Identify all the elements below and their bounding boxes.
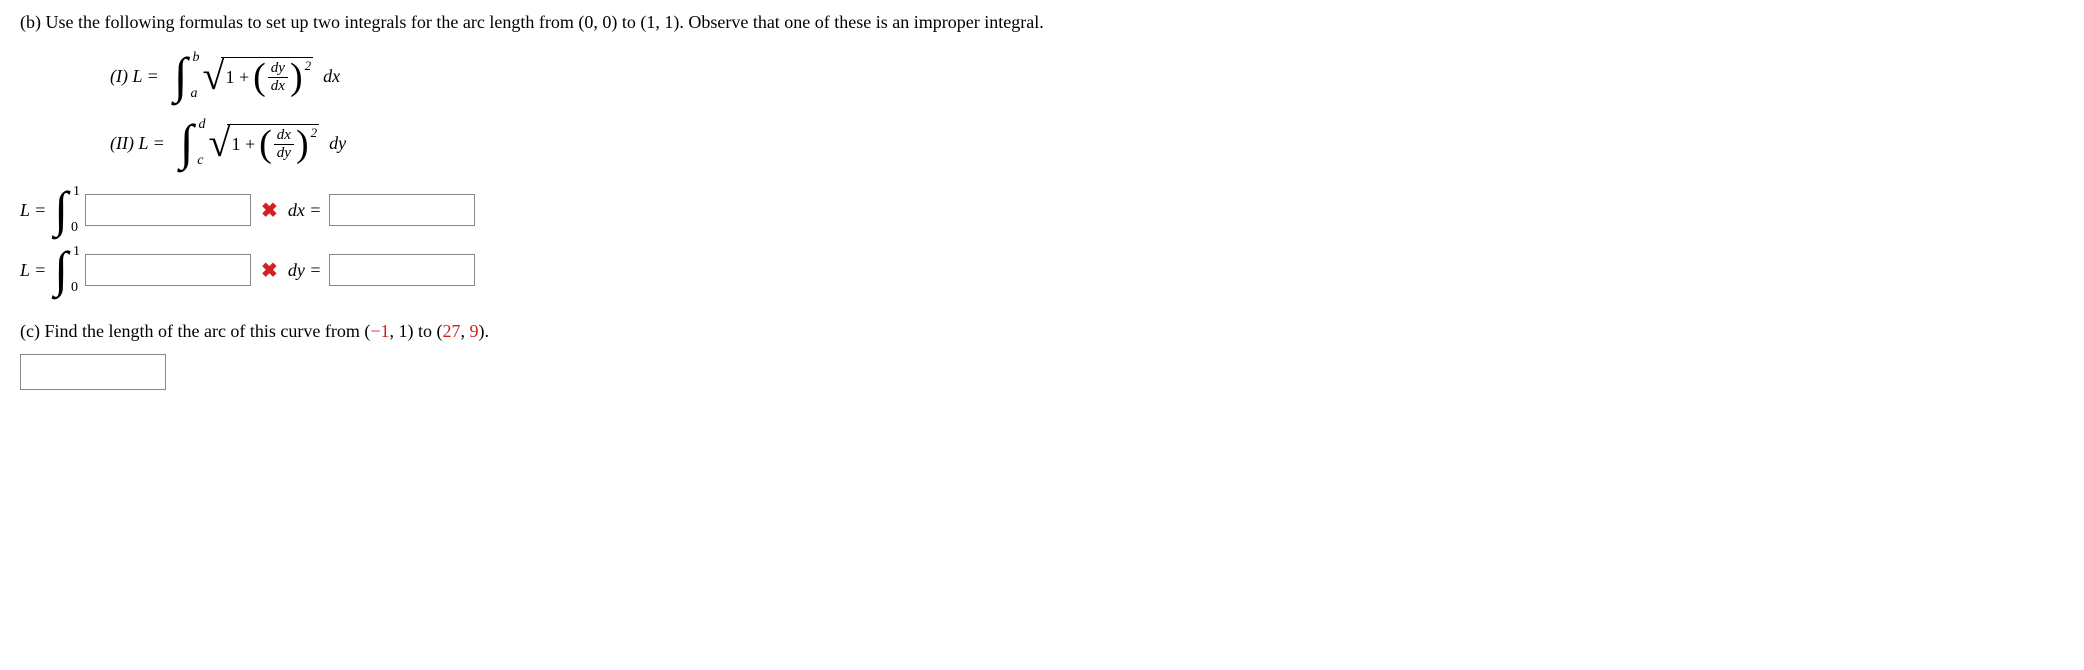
result-input-1[interactable] <box>329 194 475 226</box>
answer-1-prefix: L = <box>20 200 46 221</box>
answer-row-2: L = ∫ 1 0 ✖ dy = <box>20 249 2064 291</box>
formula-section: (I) L = ∫ b a √ 1 + ( dy dx ) 2 <box>110 55 2064 164</box>
wrong-icon-1: ✖ <box>261 198 278 223</box>
answer-1-diff: dx = <box>288 200 322 221</box>
part-c-text: (c) Find the length of the arc of this c… <box>20 321 2064 342</box>
sqrt-1: √ 1 + ( dy dx ) 2 <box>203 57 314 95</box>
answer-section: L = ∫ 1 0 ✖ dx = L = ∫ 1 0 ✖ dy = <box>20 189 2064 291</box>
answer-row-1: L = ∫ 1 0 ✖ dx = <box>20 189 2064 231</box>
integrand-input-2[interactable] <box>85 254 251 286</box>
differential-dy-1: dy <box>329 133 346 154</box>
formula-2: (II) L = ∫ d c √ 1 + ( dx dy ) 2 <box>110 122 2064 164</box>
differential-dx-1: dx <box>323 66 340 87</box>
answer-1-integral: ∫ 1 0 <box>54 189 68 231</box>
part-c-input[interactable] <box>20 354 166 390</box>
result-input-2[interactable] <box>329 254 475 286</box>
sqrt-2: √ 1 + ( dx dy ) 2 <box>209 124 320 162</box>
formula-1: (I) L = ∫ b a √ 1 + ( dy dx ) 2 <box>110 55 2064 97</box>
answer-2-diff: dy = <box>288 260 322 281</box>
integral-sign-1: ∫ b a <box>174 55 188 97</box>
answer-2-integral: ∫ 1 0 <box>54 249 68 291</box>
formula-1-label: (I) L = <box>110 66 159 87</box>
formula-2-label: (II) L = <box>110 133 165 154</box>
integral-sign-2: ∫ d c <box>180 122 194 164</box>
part-b-text: (b) Use the following formulas to set up… <box>20 10 2064 35</box>
answer-2-prefix: L = <box>20 260 46 281</box>
part-c: (c) Find the length of the arc of this c… <box>20 321 2064 390</box>
wrong-icon-2: ✖ <box>261 258 278 283</box>
integrand-input-1[interactable] <box>85 194 251 226</box>
